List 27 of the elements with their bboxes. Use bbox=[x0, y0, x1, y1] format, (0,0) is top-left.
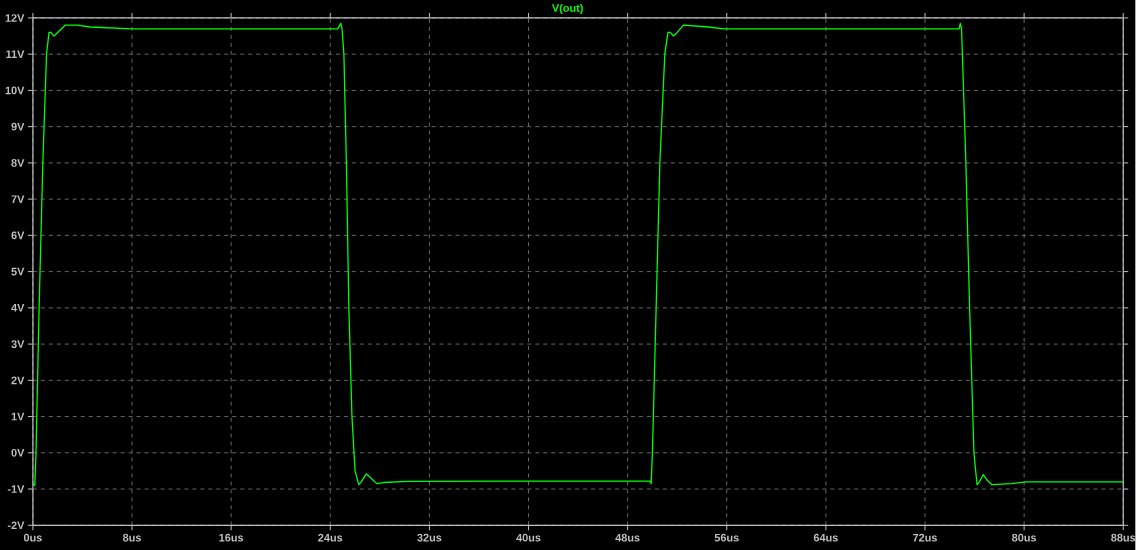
y-tick-label: 7V bbox=[11, 195, 25, 203]
x-tick-label: 40us bbox=[516, 533, 541, 542]
y-tick-label: 1V bbox=[11, 412, 25, 421]
y-tick-label: 11V bbox=[6, 50, 25, 58]
x-tick-label: 80us bbox=[1012, 533, 1037, 542]
x-tick-label: 8us bbox=[122, 533, 141, 542]
x-tick-label: 0us bbox=[23, 533, 42, 542]
y-tick-label: -2V bbox=[7, 521, 25, 529]
y-tick-label: 5V bbox=[11, 267, 25, 276]
y-tick-label: 9V bbox=[11, 122, 25, 131]
y-tick-label: 10V bbox=[5, 86, 25, 95]
x-tick-label: 64us bbox=[813, 533, 838, 542]
x-tick-label: 56us bbox=[714, 533, 739, 542]
y-tick-label: 2V bbox=[11, 376, 25, 385]
y-tick-label: 6V bbox=[11, 231, 25, 240]
y-tick-label: 8V bbox=[11, 158, 25, 167]
y-tick-label: -1V bbox=[7, 485, 25, 493]
y-tick-label: 12V bbox=[5, 14, 25, 22]
x-tick-label: 32us bbox=[417, 533, 442, 542]
text: V(out) bbox=[551, 3, 583, 14]
x-tick-label: 48us bbox=[615, 533, 640, 542]
x-tick-label: 16us bbox=[219, 533, 244, 542]
x-tick-label: 24us bbox=[318, 533, 343, 542]
y-tick-label: 4V bbox=[11, 304, 25, 312]
y-tick-label: 3V bbox=[11, 340, 25, 348]
x-tick-label: 72us bbox=[913, 533, 937, 542]
y-tick-label: 0V bbox=[11, 448, 25, 457]
